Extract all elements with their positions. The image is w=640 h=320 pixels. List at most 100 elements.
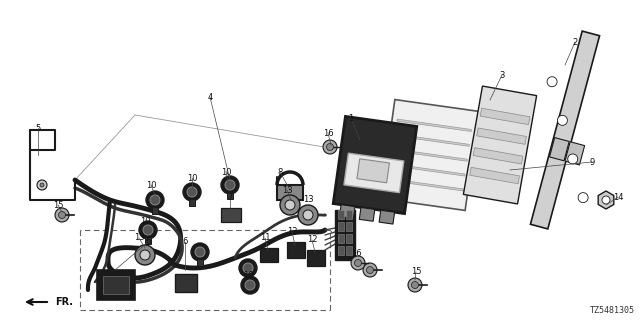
Bar <box>227 192 233 199</box>
Circle shape <box>187 187 197 197</box>
Bar <box>145 237 151 244</box>
Circle shape <box>408 278 422 292</box>
Bar <box>470 167 520 184</box>
Bar <box>287 242 305 258</box>
Text: 9: 9 <box>589 157 595 166</box>
Bar <box>463 86 536 204</box>
Bar <box>393 149 467 161</box>
Circle shape <box>355 260 362 267</box>
Bar <box>333 116 417 213</box>
Bar <box>307 250 325 266</box>
Bar <box>346 246 352 255</box>
Circle shape <box>40 183 44 187</box>
Bar <box>260 248 278 262</box>
Circle shape <box>195 247 205 257</box>
Polygon shape <box>598 191 614 209</box>
Bar <box>473 148 523 164</box>
Text: 8: 8 <box>277 167 283 177</box>
Circle shape <box>602 196 610 204</box>
Text: 6: 6 <box>182 237 188 246</box>
Bar <box>550 138 569 161</box>
Text: 1: 1 <box>348 114 354 123</box>
Text: 10: 10 <box>221 167 231 177</box>
Text: 10: 10 <box>187 173 197 182</box>
Circle shape <box>55 208 69 222</box>
Circle shape <box>547 77 557 87</box>
Circle shape <box>280 195 300 215</box>
Bar <box>338 222 344 231</box>
Bar <box>395 134 469 146</box>
Circle shape <box>183 183 201 201</box>
Text: 3: 3 <box>499 70 505 79</box>
Bar <box>335 210 355 260</box>
Circle shape <box>239 259 257 277</box>
Bar <box>338 210 344 219</box>
Text: FR.: FR. <box>55 297 73 307</box>
Bar <box>379 210 395 224</box>
Bar <box>346 234 352 243</box>
Text: 13: 13 <box>282 186 292 195</box>
Bar <box>346 222 352 231</box>
Bar <box>97 270 135 300</box>
Text: 13: 13 <box>303 196 314 204</box>
Bar <box>344 153 404 193</box>
Text: 16: 16 <box>351 249 362 258</box>
Bar <box>175 274 197 292</box>
Circle shape <box>221 176 239 194</box>
Bar <box>245 275 251 282</box>
Text: 12: 12 <box>287 228 297 236</box>
Circle shape <box>367 267 374 274</box>
Text: 15: 15 <box>52 201 63 210</box>
Circle shape <box>243 263 253 273</box>
Bar <box>388 179 463 191</box>
Circle shape <box>323 140 337 154</box>
Bar <box>357 159 389 183</box>
Text: 7: 7 <box>227 194 233 203</box>
Circle shape <box>303 210 313 220</box>
Bar <box>381 100 479 211</box>
Bar <box>277 185 303 200</box>
Bar <box>480 108 530 124</box>
Circle shape <box>326 143 333 150</box>
Circle shape <box>363 263 377 277</box>
Text: 10: 10 <box>140 218 150 227</box>
Text: 6: 6 <box>145 237 150 246</box>
Circle shape <box>298 205 318 225</box>
Bar <box>197 259 203 266</box>
Text: 14: 14 <box>612 193 623 202</box>
Text: 5: 5 <box>35 124 40 132</box>
Circle shape <box>557 115 568 125</box>
Text: 11: 11 <box>260 234 270 243</box>
Text: TZ5481305: TZ5481305 <box>590 306 635 315</box>
Text: 4: 4 <box>207 92 212 101</box>
Circle shape <box>146 191 164 209</box>
Bar <box>338 234 344 243</box>
Bar <box>189 199 195 206</box>
Circle shape <box>412 282 419 289</box>
Circle shape <box>37 180 47 190</box>
Circle shape <box>578 193 588 203</box>
Circle shape <box>58 212 65 219</box>
Bar <box>390 164 465 176</box>
Text: 10: 10 <box>146 180 156 189</box>
Bar <box>103 276 129 294</box>
Bar <box>477 128 526 144</box>
Circle shape <box>225 210 235 220</box>
Bar <box>346 210 352 219</box>
Bar <box>338 246 344 255</box>
Circle shape <box>143 225 153 235</box>
Circle shape <box>225 180 235 190</box>
Circle shape <box>150 195 160 205</box>
Circle shape <box>139 221 157 239</box>
Circle shape <box>351 256 365 270</box>
Circle shape <box>285 200 295 210</box>
Circle shape <box>140 250 150 260</box>
Text: 15: 15 <box>411 268 421 276</box>
Circle shape <box>245 280 255 290</box>
Circle shape <box>241 276 259 294</box>
Circle shape <box>135 245 155 265</box>
Text: 10: 10 <box>243 270 253 279</box>
Text: 2: 2 <box>572 37 578 46</box>
Bar <box>565 142 584 165</box>
Bar <box>359 207 375 221</box>
